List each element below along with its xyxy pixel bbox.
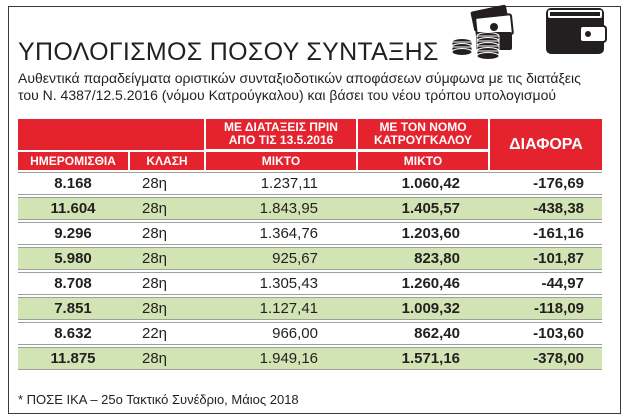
cell-mikto-before: 966,00 (204, 322, 356, 345)
cell-mikto-after: 1.009,32 (356, 297, 488, 320)
cell-mikto-after: 823,80 (356, 247, 488, 270)
cell-class: 28η (128, 197, 204, 220)
table-row: 11.875 28η 1.949,16 1.571,16 -378,00 (18, 347, 602, 370)
cell-mikto-after: 1.203,60 (356, 222, 488, 245)
cell-days: 11.604 (18, 197, 128, 220)
cell-days: 8.632 (18, 322, 128, 345)
money-icons (451, 4, 607, 60)
cell-mikto-before: 1.237,11 (204, 172, 356, 195)
infographic-frame (8, 6, 621, 414)
page-title: ΥΠΟΛΟΓΙΣΜΟΣ ΠΟΣΟΥ ΣΥΝΤΑΞΗΣ (18, 38, 439, 66)
cell-difference: -101,87 (488, 247, 602, 270)
cell-difference: -438,38 (488, 197, 602, 220)
cell-mikto-after: 1.571,16 (356, 347, 488, 370)
header-blank (128, 119, 204, 150)
header-after-law: ΜΕ ΤΟΝ ΝΟΜΟ ΚΑΤΡΟΥΓΚΑΛΟΥ (356, 119, 488, 150)
column-header-days: ΗΜΕΡΟΜΙΣΘΙΑ (18, 152, 128, 170)
cell-days: 7.851 (18, 297, 128, 320)
column-header-class: ΚΛΑΣΗ (128, 152, 204, 170)
cell-class: 28η (128, 222, 204, 245)
cell-mikto-after: 1.060,42 (356, 172, 488, 195)
table-column-header-row: ΗΜΕΡΟΜΙΣΘΙΑ ΚΛΑΣΗ ΜΙΚΤΟ ΜΙΚΤΟ (18, 152, 602, 170)
cell-class: 28η (128, 272, 204, 295)
cell-mikto-after: 1.260,46 (356, 272, 488, 295)
header-difference: ΔΙΑΦΟΡΑ (488, 119, 602, 170)
cell-mikto-after: 862,40 (356, 322, 488, 345)
column-header-mikto-after: ΜΙΚΤΟ (356, 152, 488, 170)
table-row: 5.980 28η 925,67 823,80 -101,87 (18, 247, 602, 270)
cell-difference: -44,97 (488, 272, 602, 295)
cell-mikto-before: 1.843,95 (204, 197, 356, 220)
cell-mikto-before: 925,67 (204, 247, 356, 270)
coins-stack-icon (451, 32, 500, 60)
header-blank (18, 119, 128, 150)
table-row: 8.632 22η 966,00 862,40 -103,60 (18, 322, 602, 345)
table-row: 8.708 28η 1.305,43 1.260,46 -44,97 (18, 272, 602, 295)
cell-difference: -103,60 (488, 322, 602, 345)
cell-difference: -378,00 (488, 347, 602, 370)
footnote: * ΠΟΣΕ ΙΚΑ – 25ο Τακτικό Συνέδριο, Μάιος… (18, 392, 299, 407)
cell-mikto-before: 1.127,41 (204, 297, 356, 320)
cell-difference: -118,09 (488, 297, 602, 320)
cell-days: 8.168 (18, 172, 128, 195)
table-row: 8.168 28η 1.237,11 1.060,42 -176,69 (18, 172, 602, 195)
header-before-law: ΜΕ ΔΙΑΤΑΞΕΙΣ ΠΡΙΝ ΑΠΟ ΤΙΣ 13.5.2016 (204, 119, 356, 150)
table-row: 7.851 28η 1.127,41 1.009,32 -118,09 (18, 297, 602, 320)
table-row: 11.604 28η 1.843,95 1.405,57 -438,38 (18, 197, 602, 220)
cell-days: 9.296 (18, 222, 128, 245)
cell-class: 28η (128, 172, 204, 195)
cell-difference: -161,16 (488, 222, 602, 245)
table-group-header-row: ΜΕ ΔΙΑΤΑΞΕΙΣ ΠΡΙΝ ΑΠΟ ΤΙΣ 13.5.2016 ΜΕ Τ… (18, 119, 602, 170)
cell-class: 28η (128, 347, 204, 370)
cell-mikto-before: 1.305,43 (204, 272, 356, 295)
cell-mikto-before: 1.364,76 (204, 222, 356, 245)
cell-difference: -176,69 (488, 172, 602, 195)
cell-mikto-before: 1.949,16 (204, 347, 356, 370)
cell-class: 22η (128, 322, 204, 345)
cell-days: 5.980 (18, 247, 128, 270)
pension-table: ΜΕ ΔΙΑΤΑΞΕΙΣ ΠΡΙΝ ΑΠΟ ΤΙΣ 13.5.2016 ΜΕ Τ… (18, 117, 602, 372)
cell-class: 28η (128, 247, 204, 270)
cell-days: 11.875 (18, 347, 128, 370)
cell-days: 8.708 (18, 272, 128, 295)
cell-class: 28η (128, 297, 204, 320)
page-subtitle: Αυθεντικά παραδείγματα οριστικών συνταξι… (18, 70, 581, 103)
wallet-icon (546, 8, 607, 54)
column-header-mikto-before: ΜΙΚΤΟ (204, 152, 356, 170)
table-row: 9.296 28η 1.364,76 1.203,60 -161,16 (18, 222, 602, 245)
cell-mikto-after: 1.405,57 (356, 197, 488, 220)
